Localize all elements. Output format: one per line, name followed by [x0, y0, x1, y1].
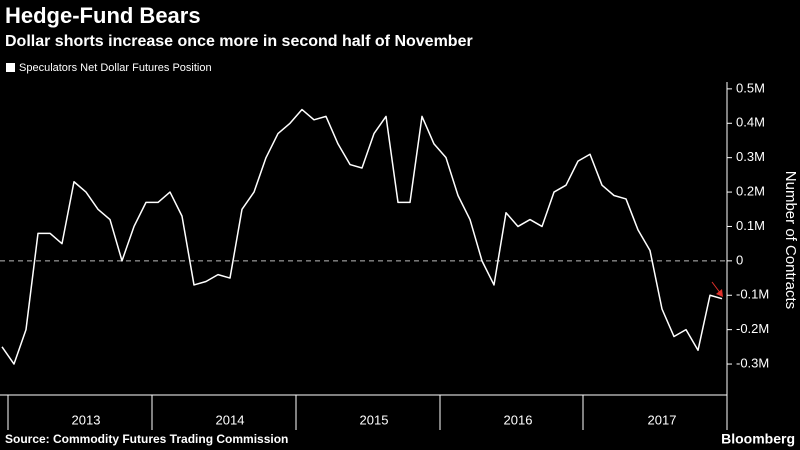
chart-subtitle: Dollar shorts increase once more in seco…	[5, 33, 473, 50]
y-tick-label: -0.2M	[736, 321, 769, 336]
y-tick-label: 0.1M	[736, 218, 765, 233]
data-line	[1, 108, 723, 365]
brand: Bloomberg	[721, 431, 795, 447]
year-dividers	[7, 395, 584, 430]
y-tick-label: 0.4M	[736, 115, 765, 130]
source: Source: Commodity Futures Trading Commis…	[5, 432, 288, 446]
x-tick-label: 2016	[504, 412, 533, 427]
y-tick-label: 0.2M	[736, 184, 765, 199]
legend-swatch	[6, 63, 15, 72]
y-tick-label: 0.5M	[736, 80, 765, 95]
legend-label: Speculators Net Dollar Futures Position	[19, 62, 212, 74]
annotation-arrow	[711, 281, 723, 297]
y-tick-label: 0.3M	[736, 149, 765, 164]
x-tick-label: 2017	[648, 412, 677, 427]
x-tick-label: 2014	[216, 412, 245, 427]
y-tick-label: -0.1M	[736, 287, 769, 302]
y-tick-label: 0	[736, 252, 743, 267]
arrow-head	[716, 289, 723, 297]
x-tick-label: 2015	[360, 412, 389, 427]
y-tick-label: -0.3M	[736, 355, 769, 370]
y-axis-label: Number of Contracts	[782, 171, 799, 309]
chart-title: Hedge-Fund Bears	[5, 3, 201, 28]
x-tick-label: 2013	[72, 412, 101, 427]
